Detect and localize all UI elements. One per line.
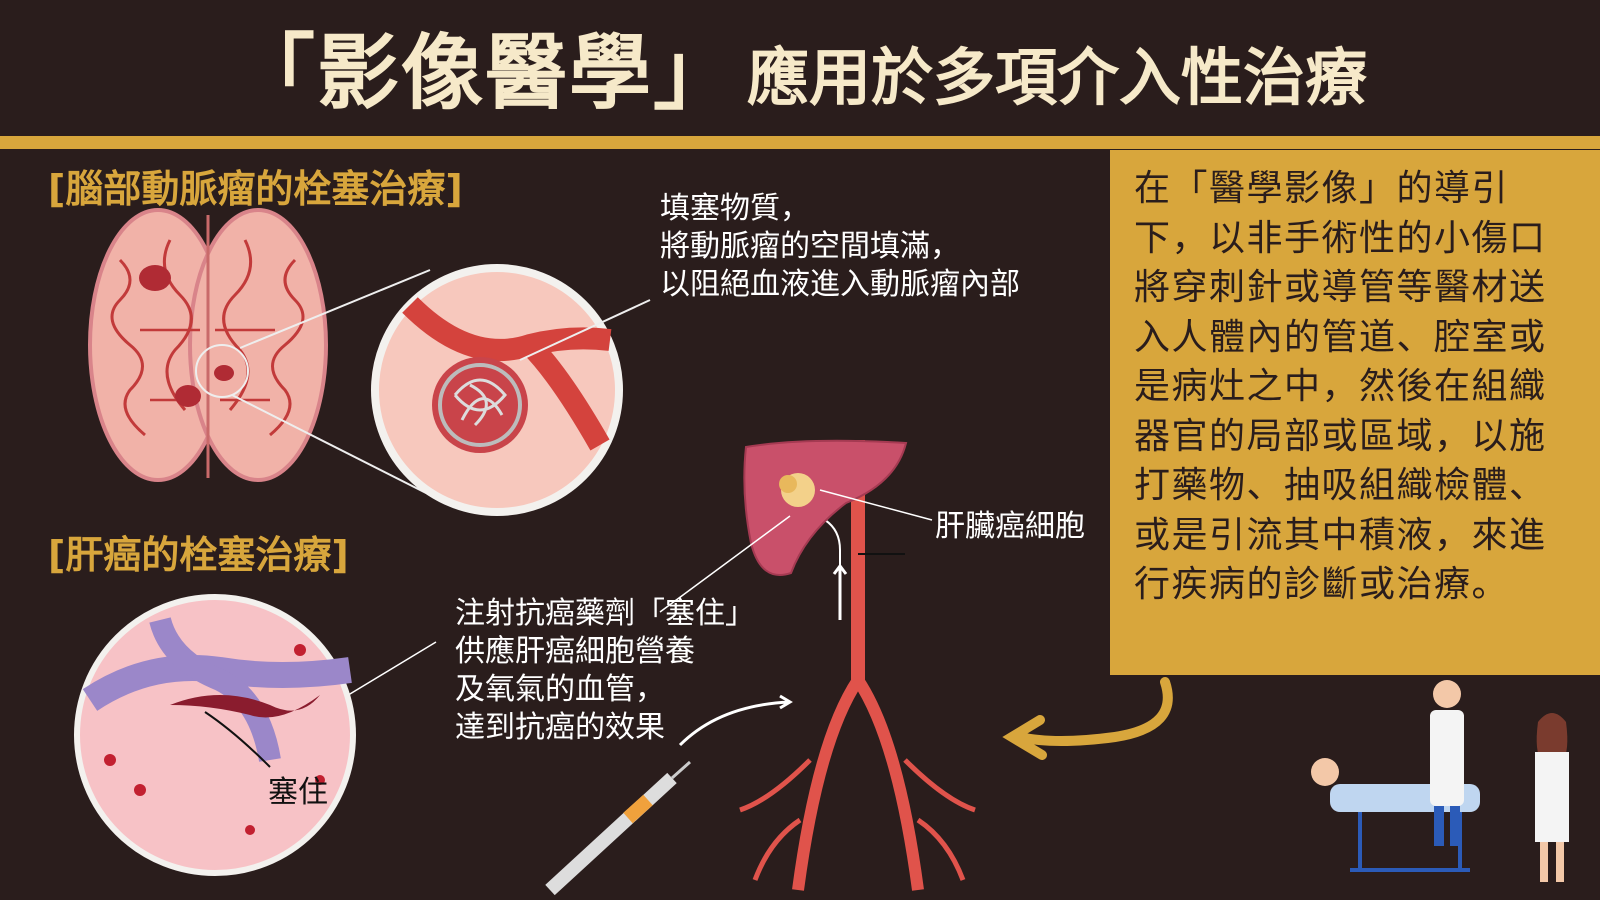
divider-line [0,136,1600,149]
brain-note-line: 填塞物質， [660,191,810,226]
brain-icon [88,208,328,482]
liver-note-line: 達到抗癌的效果 [455,710,665,745]
syringe-icon [545,760,691,896]
title-subtitle: 應用於多項介入性治療 [747,41,1368,114]
brain-note: 填塞物質， 將動脈瘤的空間填滿， 以阻絕血液進入動脈瘤內部 [660,190,1020,304]
curved-arrow-icon [1002,677,1173,760]
liver-note: 注射抗癌藥劑「塞住」 供應肝癌細胞營養 及氧氣的血管， 達到抗癌的效果 [455,595,755,747]
blocked-label: 塞住 [268,775,328,810]
brain-note-line: 以阻絕血液進入動脈瘤內部 [660,267,1020,302]
liver-note-line: 供應肝癌細胞營養 [455,634,695,669]
liver-icon [743,439,908,576]
liver-cancer-cell-label: 肝臟癌細胞 [935,509,1085,544]
liver-note-line: 及氧氣的血管， [455,672,665,707]
brain-note-line: 將動脈瘤的空間填滿， [660,229,960,264]
description-text: 在「醫學影像」的導引下，以非手術性的小傷口將穿刺針或導管等醫材送入人體內的管道、… [1134,168,1547,605]
liver-section-label: [肝癌的栓塞治療] [48,533,349,577]
doctors-patient-icon [1311,680,1569,882]
blood-vessel-icon [74,594,356,876]
page-title: 「影像醫學」 應用於多項介入性治療 [0,0,1600,130]
liver-note-line: 注射抗癌藥劑「塞住」 [455,596,755,631]
aneurysm-coil-icon [371,264,623,516]
title-main: 「影像醫學」 [232,25,737,121]
brain-section-label: [腦部動脈瘤的栓塞治療] [48,167,463,211]
description-box: 在「醫學影像」的導引下，以非手術性的小傷口將穿刺針或導管等醫材送入人體內的管道、… [1110,150,1600,675]
